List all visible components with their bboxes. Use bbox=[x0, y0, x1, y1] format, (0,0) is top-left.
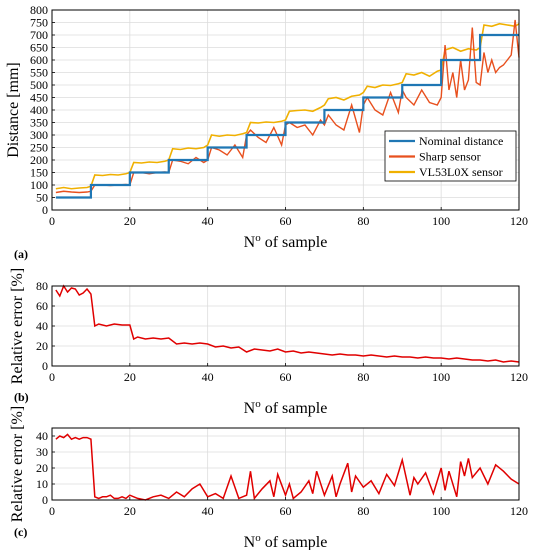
y-tick-label: 10 bbox=[36, 477, 48, 491]
y-axis-label-c: Relative error [%] bbox=[9, 406, 26, 522]
x-tick-label: 60 bbox=[280, 504, 292, 518]
ticks-a: 0 20 40 60 80 100 1200501001502002503003504004… bbox=[30, 3, 528, 228]
x-tick-label: 100 bbox=[432, 370, 450, 384]
y-tick-label: 60 bbox=[36, 299, 48, 313]
x-axis-label-c-rest: of sample bbox=[261, 534, 328, 550]
y-tick-label: 450 bbox=[30, 91, 48, 105]
y-tick-label: 750 bbox=[30, 16, 48, 30]
x-axis-label-a: No of sample bbox=[244, 232, 328, 251]
grid-c bbox=[51, 428, 520, 501]
ticks-b: 0 20 40 60 80 100 120 0 20 40 60 80 bbox=[36, 279, 528, 384]
y-tick-label: 0 bbox=[42, 493, 48, 507]
x-tick-label: 20 bbox=[124, 370, 136, 384]
x-tick-label: 20 bbox=[124, 214, 136, 228]
panel-b: 0 20 40 60 80 100 120 0 20 40 60 80 No of sample Re… bbox=[9, 268, 528, 417]
x-tick-label: 0 bbox=[49, 370, 55, 384]
x-axis-label-b-rest: of sample bbox=[261, 400, 328, 417]
x-axis-label-b: No of sample bbox=[244, 398, 328, 417]
y-tick-label: 80 bbox=[36, 279, 48, 293]
x-tick-label: 120 bbox=[510, 370, 528, 384]
y-tick-label: 600 bbox=[30, 53, 48, 67]
x-axis-label-c: No of sample bbox=[244, 532, 328, 550]
x-tick-label: 80 bbox=[357, 370, 369, 384]
panel-label-a: (a) bbox=[14, 247, 28, 261]
x-tick-label: 80 bbox=[357, 214, 369, 228]
y-tick-label: 150 bbox=[30, 166, 48, 180]
y-tick-label: 40 bbox=[36, 319, 48, 333]
x-axis-label-b-n: N bbox=[244, 400, 256, 417]
x-tick-label: 40 bbox=[202, 214, 214, 228]
x-tick-label: 0 bbox=[49, 214, 55, 228]
x-axis-label-a-rest: of sample bbox=[261, 234, 328, 251]
legend-label-sharp: Sharp sensor bbox=[419, 150, 481, 164]
series-a bbox=[55, 19, 520, 199]
series-line-nominal bbox=[55, 33, 519, 199]
y-tick-label: 200 bbox=[30, 153, 48, 167]
y-tick-label: 400 bbox=[30, 103, 48, 117]
y-tick-label: 800 bbox=[30, 3, 48, 17]
y-tick-label: 500 bbox=[30, 78, 48, 92]
y-axis-label-b: Relative error [%] bbox=[9, 268, 26, 384]
series-line-relative-error bbox=[55, 284, 520, 363]
y-tick-label: 300 bbox=[30, 128, 48, 142]
grid-b bbox=[51, 285, 520, 367]
plot-frame-c bbox=[51, 427, 520, 501]
panel-label-c: (c) bbox=[14, 525, 27, 539]
y-tick-label: 50 bbox=[36, 191, 48, 205]
x-axis-label-b-sup: o bbox=[255, 398, 261, 410]
x-tick-label: 40 bbox=[202, 370, 214, 384]
x-axis-label-c-sup: o bbox=[255, 532, 261, 544]
x-tick-label: 60 bbox=[280, 370, 292, 384]
plot-frame-a bbox=[51, 9, 520, 211]
x-axis-label-a-sup: o bbox=[255, 232, 261, 244]
y-tick-label: 700 bbox=[30, 28, 48, 42]
series-line-relative-error bbox=[55, 433, 520, 501]
y-tick-label: 0 bbox=[42, 359, 48, 373]
panel-a: 0 20 40 60 80 100 1200501001502002503003504004… bbox=[5, 3, 528, 261]
legend-label-vl53: VL53L0X sensor bbox=[419, 165, 503, 179]
y-tick-label: 0 bbox=[42, 203, 48, 217]
x-tick-label: 120 bbox=[510, 504, 528, 518]
plot-frame-b bbox=[51, 285, 520, 367]
y-tick-label: 100 bbox=[30, 178, 48, 192]
y-tick-label: 20 bbox=[36, 461, 48, 475]
legend-a: Nominal distance Sharp sensor VL53L0X se… bbox=[384, 130, 517, 182]
y-axis-label-a: Distance [mm] bbox=[5, 62, 22, 158]
x-tick-label: 100 bbox=[432, 504, 450, 518]
x-tick-label: 60 bbox=[280, 214, 292, 228]
legend-label-nominal: Nominal distance bbox=[419, 134, 503, 148]
y-tick-label: 350 bbox=[30, 116, 48, 130]
y-tick-label: 20 bbox=[36, 339, 48, 353]
x-tick-label: 120 bbox=[510, 214, 528, 228]
x-axis-label-a-n: N bbox=[244, 234, 256, 251]
x-tick-label: 80 bbox=[357, 504, 369, 518]
x-tick-label: 40 bbox=[202, 504, 214, 518]
panel-label-b: (b) bbox=[14, 390, 29, 404]
x-axis-label-c-n: N bbox=[244, 534, 256, 550]
y-tick-label: 550 bbox=[30, 66, 48, 80]
y-tick-label: 250 bbox=[30, 141, 48, 155]
x-tick-label: 20 bbox=[124, 504, 136, 518]
x-tick-label: 100 bbox=[432, 214, 450, 228]
series-c bbox=[55, 433, 520, 501]
y-tick-label: 30 bbox=[36, 445, 48, 459]
y-tick-label: 40 bbox=[36, 429, 48, 443]
y-tick-label: 650 bbox=[30, 41, 48, 55]
series-b bbox=[55, 284, 520, 363]
x-tick-label: 0 bbox=[49, 504, 55, 518]
